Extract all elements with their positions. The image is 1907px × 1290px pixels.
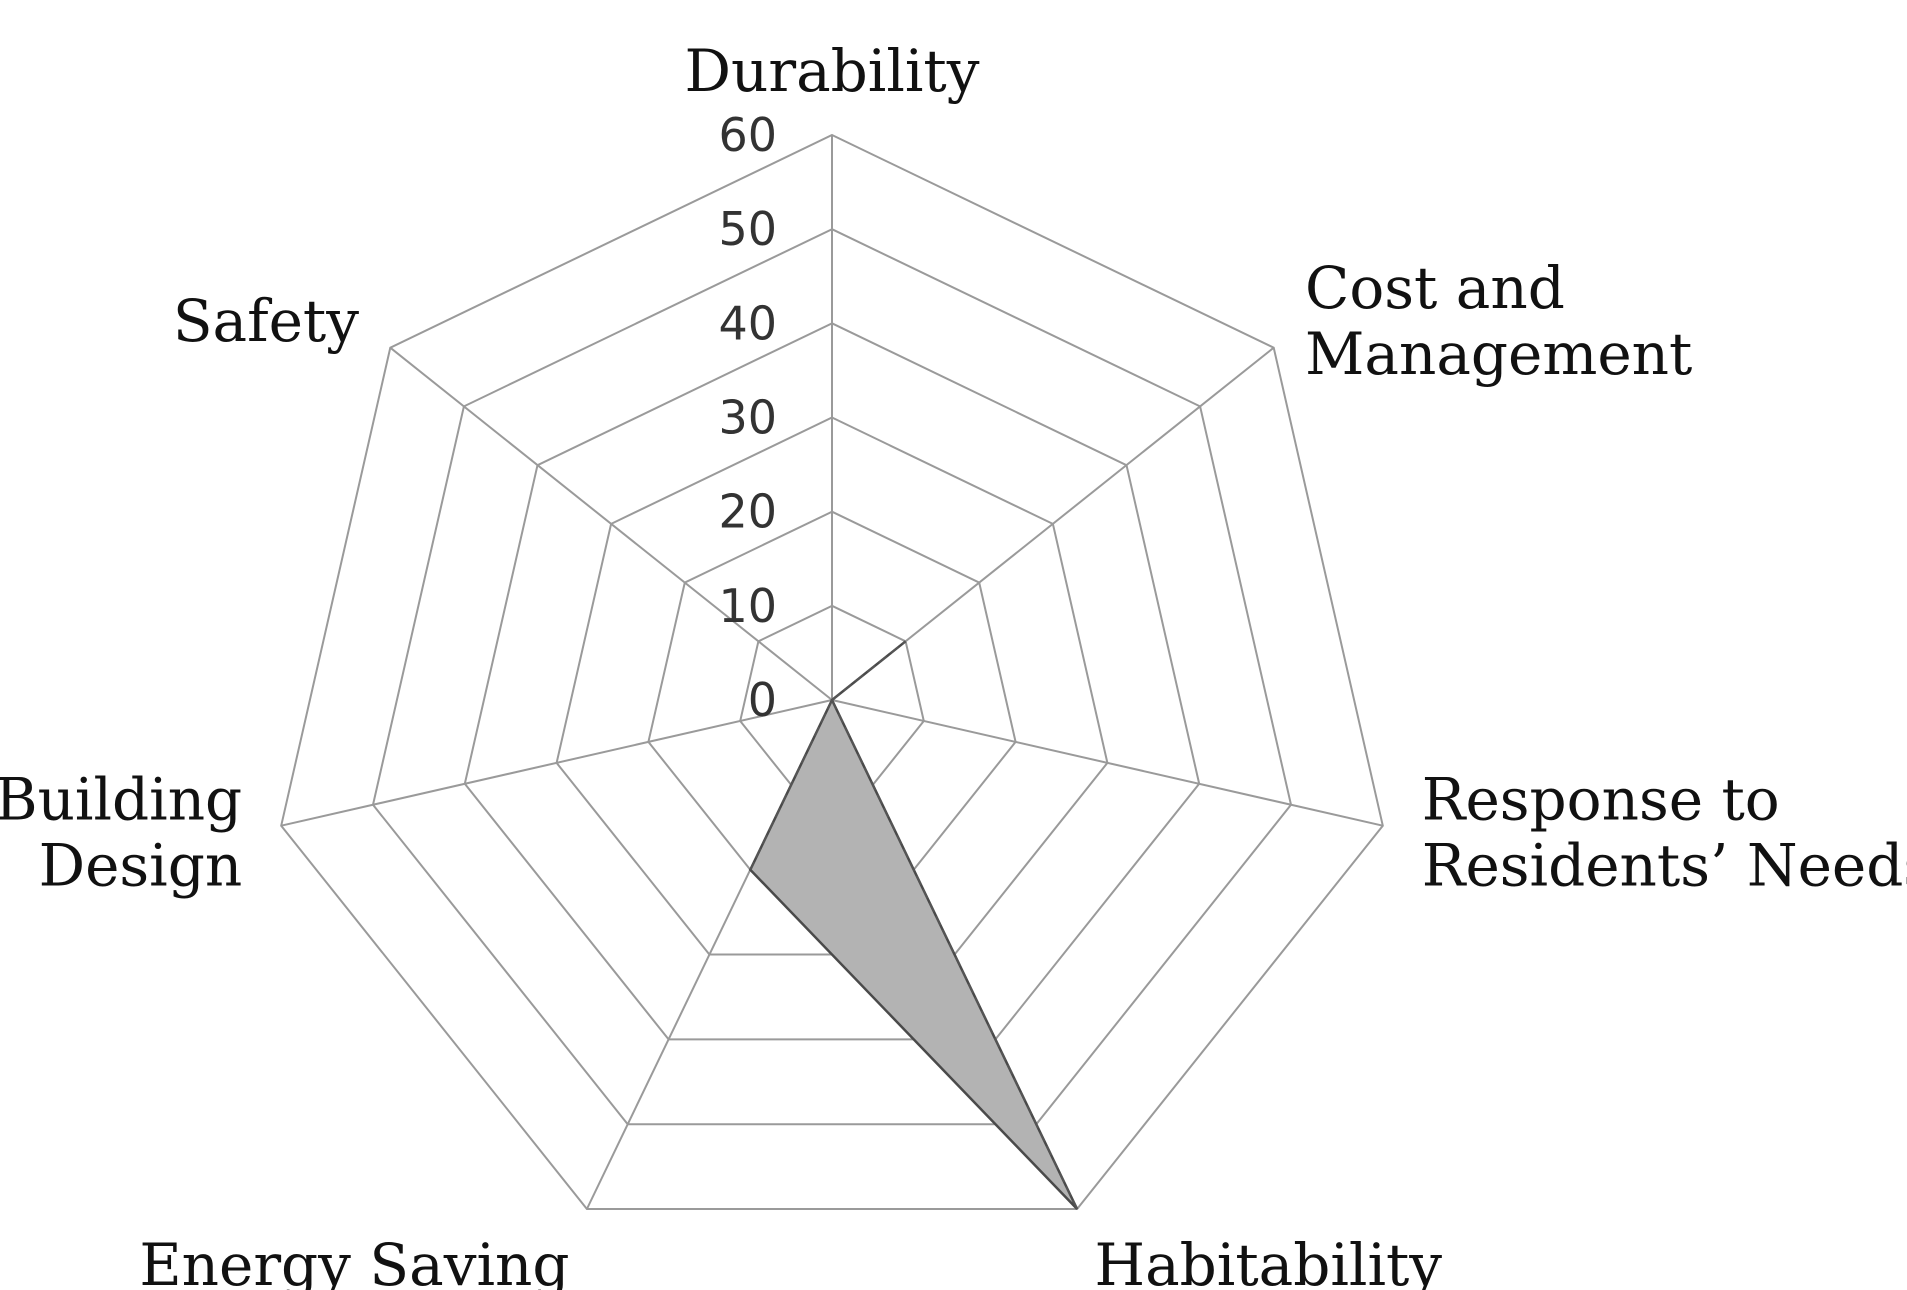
tick-label-50: 50 <box>718 202 777 256</box>
spoke-2 <box>831 699 1384 827</box>
series-point-3 <box>831 699 1079 1210</box>
tick-label-0: 0 <box>748 673 777 727</box>
grid-ring-60 <box>280 133 1384 1210</box>
series-point-1 <box>831 640 907 701</box>
axis-label-3: Habitability <box>1095 1231 1443 1290</box>
axis-label-5: Building Design <box>0 766 242 900</box>
spoke-5 <box>280 699 833 827</box>
axis-labels: Durability Cost and Management Response to R… <box>0 37 1907 1290</box>
axis-label-1: Cost and Management <box>1305 254 1692 388</box>
tick-label-10: 10 <box>718 579 777 633</box>
spoke-6 <box>389 346 833 701</box>
grid <box>280 133 1384 1210</box>
tick-label-20: 20 <box>718 485 777 539</box>
tick-label-30: 30 <box>718 391 777 445</box>
grid-ring-50 <box>371 228 1293 1126</box>
axis-label-4: Energy Saving <box>139 1231 569 1290</box>
spoke-1 <box>831 346 1275 701</box>
tick-label-60: 60 <box>718 108 777 162</box>
tick-labels: 0 10 20 30 40 50 60 <box>718 108 777 727</box>
tick-label-40: 40 <box>718 296 777 350</box>
axis-label-6: Safety <box>173 287 359 355</box>
grid-ring-40 <box>463 322 1201 1041</box>
series-layer <box>748 640 1079 1210</box>
axis-label-2: Response to Residents’ Needs <box>1422 766 1907 900</box>
series-point-4 <box>749 699 833 871</box>
axis-label-0: Durability <box>684 37 979 105</box>
